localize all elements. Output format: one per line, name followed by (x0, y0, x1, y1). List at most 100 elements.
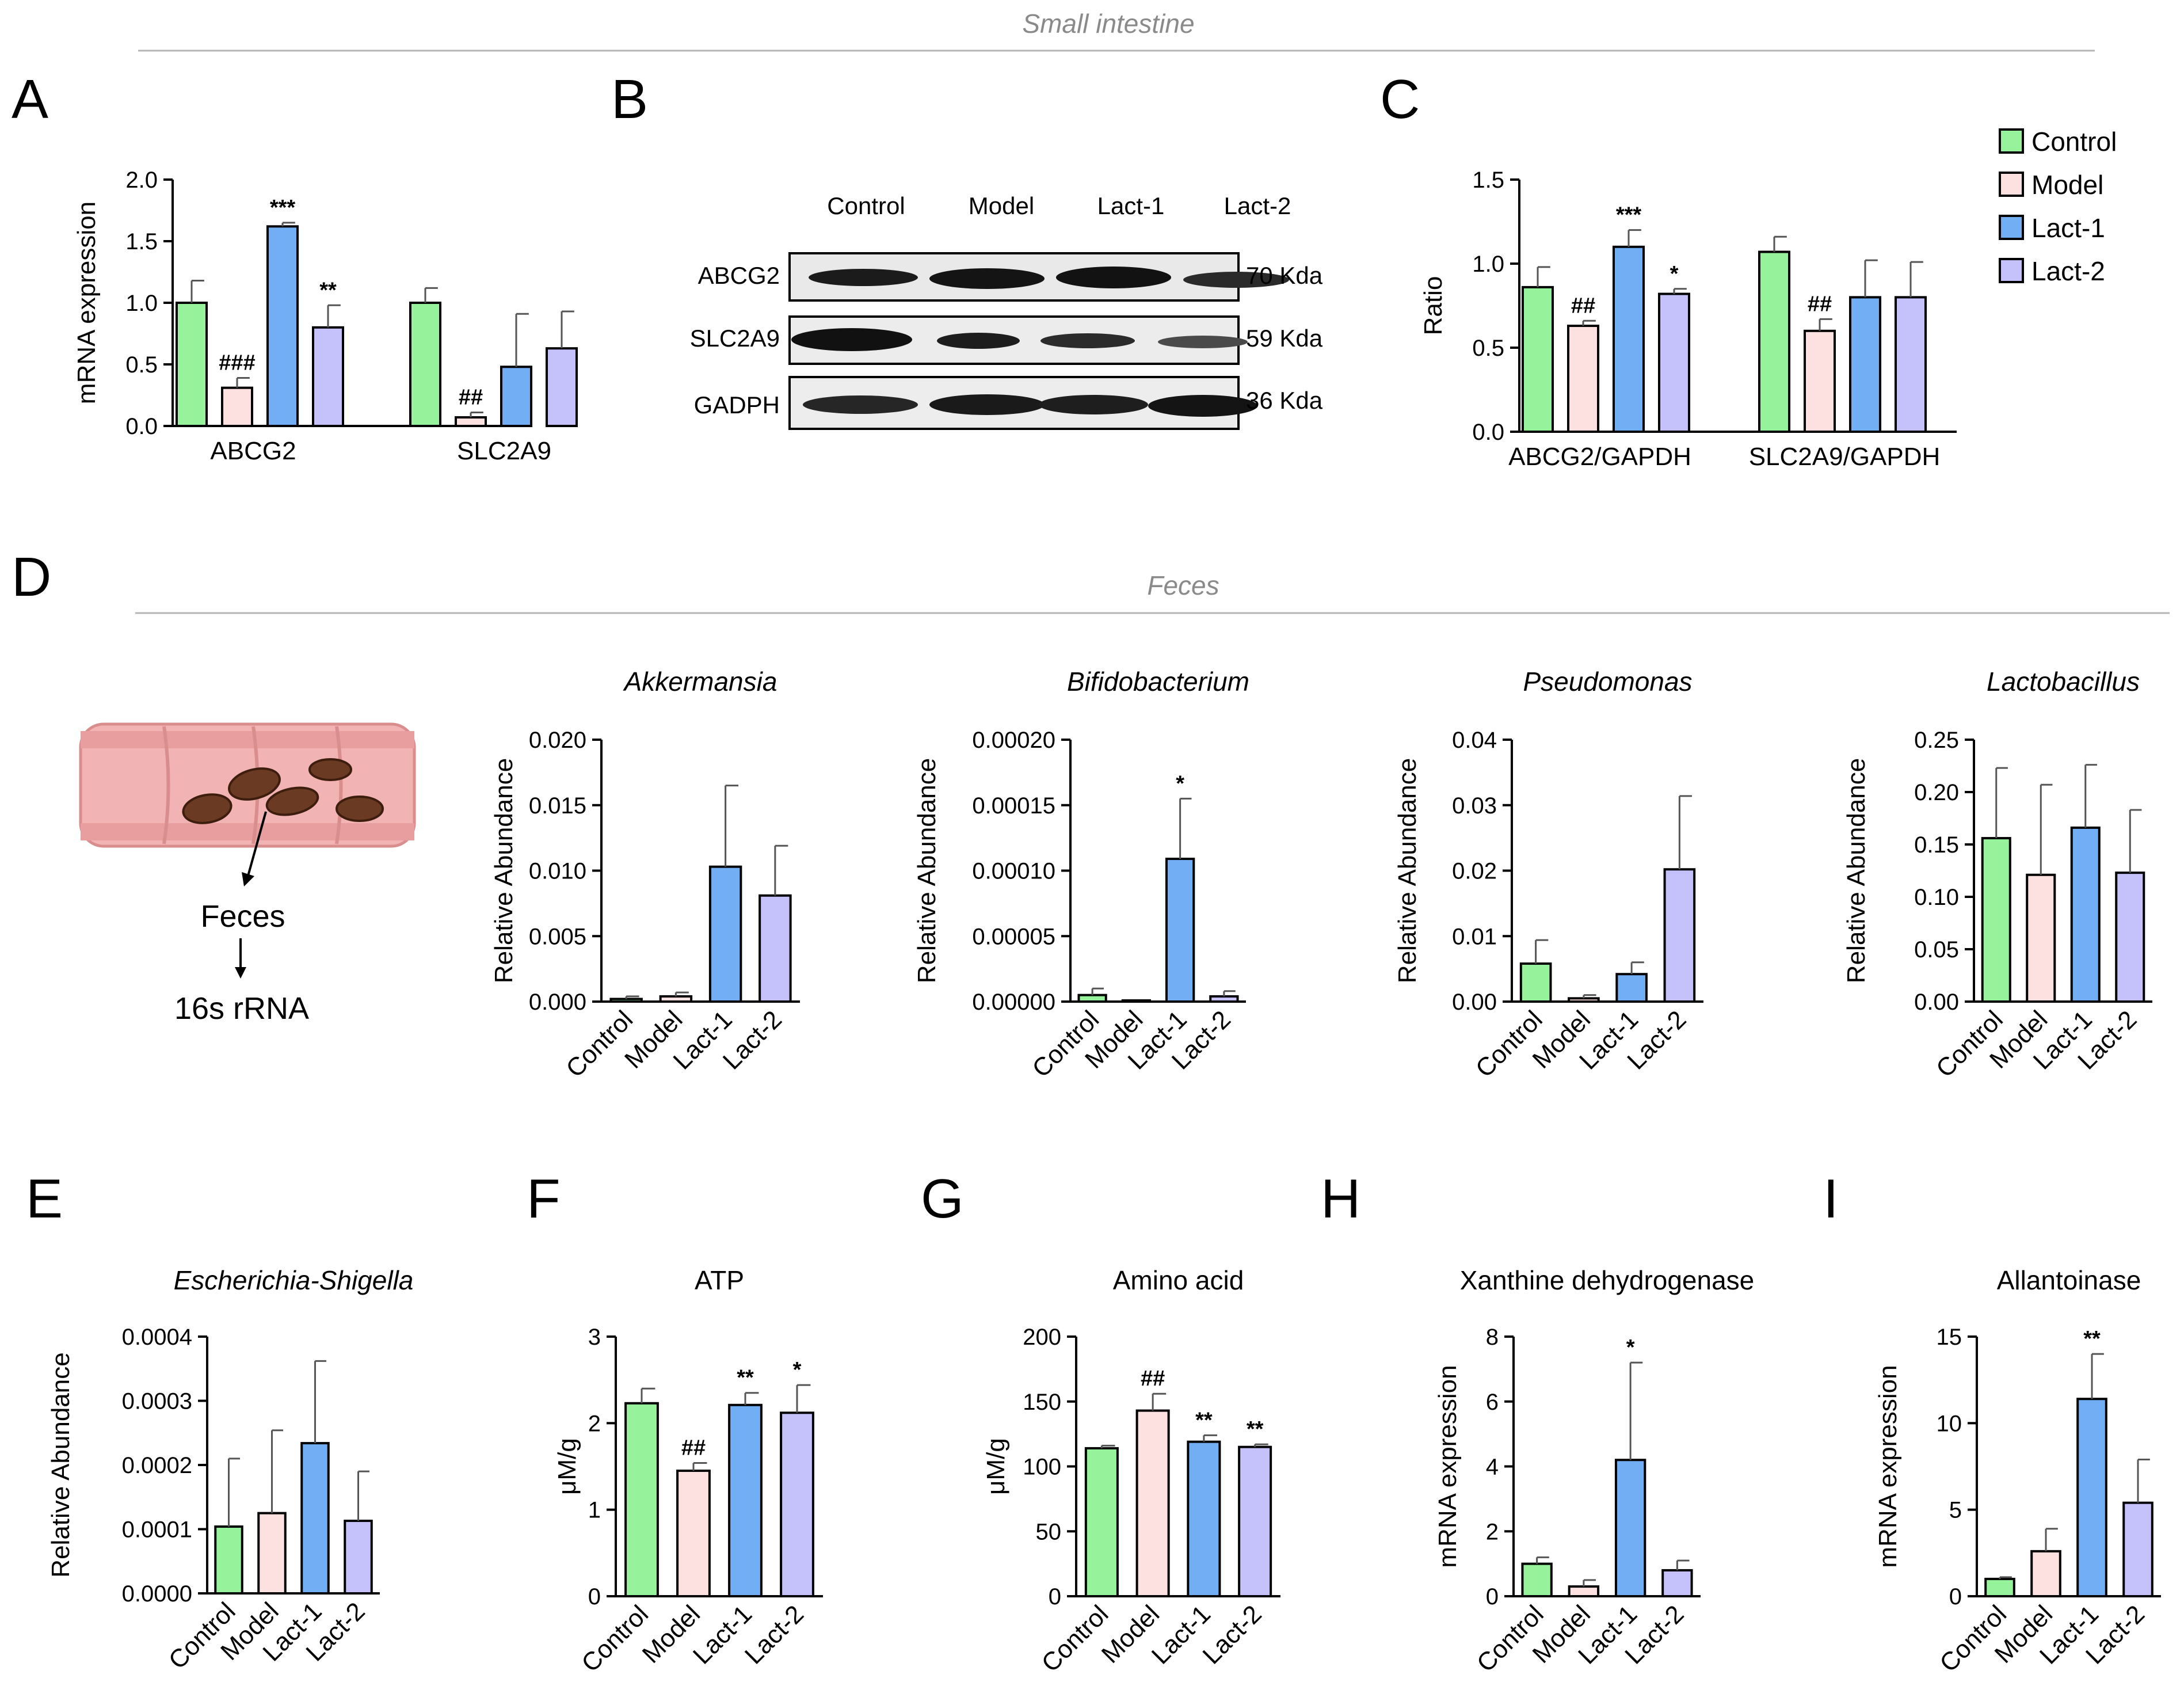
chart-d3-y-axis-label: Relative Abundance (1393, 758, 1421, 983)
chart-g-x-label-control: Control (1036, 1600, 1114, 1677)
schematic-step-16s-rrna: 16s rRNA (174, 991, 309, 1026)
chart-d4-bar-lact-1 (2070, 826, 2101, 1003)
chart-d3-y-tick-label: 0.02 (1452, 859, 1497, 884)
wb-lane-control: Control (827, 192, 905, 219)
chart-d2-y-axis-label: Relative Abundance (913, 758, 941, 983)
chart-a-y-tick-label: 0.0 (125, 414, 158, 439)
wb-band-slc2a9-control (791, 328, 912, 351)
wb-size-slc2a9: 59 Kda (1246, 325, 1323, 352)
wb-band-abcg2-lact-1 (1056, 267, 1171, 288)
wb-protein-slc2a9: SLC2A9 (690, 325, 780, 352)
legend: Control Model Lact-1 Lact-2 (1999, 127, 2117, 286)
feces-pellet-4 (265, 786, 319, 816)
chart-h-y-tick-label: 6 (1486, 1390, 1499, 1415)
wb-protein-abcg2: ABCG2 (698, 262, 780, 289)
chart-a-bar-slc2a9-model-significance: ## (459, 385, 483, 409)
wb-band-gadph-model (929, 394, 1045, 415)
wb-band-abcg2-lact-2 (1183, 272, 1289, 288)
chart-i-bar-lact-1-significance: ** (2083, 1327, 2101, 1351)
section-feces: Feces (1147, 570, 1219, 600)
chart-d3-y-tick-label: 0.04 (1452, 728, 1497, 753)
chart-h-y-tick-label: 2 (1486, 1519, 1499, 1544)
chart-d1-bar-lact-1 (708, 865, 742, 1003)
chart-f-bar-model (676, 1470, 711, 1597)
chart-h-bar-model (1568, 1585, 1600, 1597)
chart-f-y-axis-label: μM/g (553, 1438, 581, 1495)
chart-f-bar-lact-1-significance: ** (737, 1366, 754, 1390)
chart-c-y-tick-label: 1.5 (1472, 168, 1504, 193)
chart-a-y-tick-label: 1.0 (125, 291, 158, 316)
feces-pellet-5 (336, 796, 384, 822)
legend-swatch-control (1999, 128, 2024, 154)
chart-d1-x-label-control: Control (561, 1005, 638, 1083)
chart-d3-bar-control (1519, 962, 1552, 1003)
chart-a-y-tick-label: 2.0 (125, 168, 158, 193)
chart-f-y-tick-label: 2 (588, 1411, 601, 1436)
chart-f-title: ATP (695, 1265, 744, 1295)
chart-d1-y-tick-label: 0.000 (529, 990, 586, 1015)
chart-h-bar-lact-1-significance: * (1626, 1335, 1635, 1360)
wb-size-gadph: 36 Kda (1246, 387, 1323, 414)
chart-d2-y-tick-label: 0.00000 (972, 990, 1055, 1015)
chart-a-bar-slc2a9-control (409, 302, 441, 427)
chart-a-bar-abcg2-model-significance: ### (219, 351, 255, 375)
chart-c-bar-slc2a9-gapdh-model-significance: ## (1808, 292, 1832, 316)
chart-e-y-tick-label: 0.0002 (122, 1453, 192, 1478)
panel-letter-h: H (1321, 1168, 1360, 1230)
chart-c-bar-slc2a9-gapdh-lact-1 (1849, 296, 1881, 433)
chart-i-y-tick-label: 5 (1949, 1498, 1962, 1523)
chart-c-y-tick-label: 0.0 (1472, 420, 1504, 445)
chart-d4-title: Lactobacillus (1987, 667, 2140, 697)
chart-bifidobacterium: 0.00000 0.00005 0.00010 0.00015 0.00020 Relat… (913, 667, 1249, 1083)
chart-e-y-tick-label: 0.0004 (122, 1325, 192, 1350)
panel-letter-a: A (12, 69, 48, 130)
chart-d2-bar-control (1077, 994, 1107, 1003)
chart-akkermansia: 0.000 0.005 0.010 0.015 0.020 Relative Abunda… (490, 667, 800, 1083)
chart-a-bar-slc2a9-lact-1 (500, 366, 532, 428)
panel-letter-b: B (611, 69, 648, 130)
panel-letter-c: C (1380, 69, 1420, 130)
chart-h-y-axis-label: mRNA expression (1434, 1365, 1462, 1567)
panel-letter-e: E (26, 1168, 63, 1230)
wb-band-gadph-lact-1 (1039, 395, 1148, 414)
chart-c-bar-slc2a9-gapdh-model (1804, 329, 1836, 433)
chart-i-y-tick-label: 15 (1937, 1325, 1962, 1350)
feces-pellet-3 (182, 793, 232, 824)
chart-a-bar-abcg2-model (221, 386, 253, 427)
chart-g-x-label-lact-1: Lact-1 (1146, 1600, 1216, 1669)
chart-e-y-tick-label: 0.0003 (122, 1389, 192, 1414)
legend-swatch-model (1999, 172, 2024, 197)
chart-d4-y-tick-label: 0.05 (1914, 937, 1959, 962)
legend-swatch-lact-2 (1999, 258, 2024, 283)
intestine-bottom-fold (81, 823, 414, 840)
chart-c-x-category-slc2a9-gapdh: SLC2A9/GAPDH (1749, 443, 1941, 471)
chart-f-x-label-lact-1: Lact-1 (688, 1600, 757, 1669)
chart-g-bar-model-significance: ## (1141, 1367, 1165, 1391)
chart-i-title: Allantoinase (1997, 1265, 2141, 1295)
chart-d3-y-tick-label: 0.03 (1452, 793, 1497, 819)
chart-g-bar-lact-2-significance: ** (1247, 1417, 1264, 1441)
chart-g-y-tick-label: 50 (1036, 1519, 1062, 1544)
chart-f-x-label-lact-2: Lact-2 (740, 1600, 809, 1669)
chart-a-y-tick-label: 0.5 (125, 352, 158, 378)
chart-g-bar-model (1135, 1409, 1170, 1597)
chart-c-bar-abcg2-gapdh-lact-1-significance: *** (1616, 203, 1642, 227)
chart-i-y-tick-label: 10 (1937, 1411, 1962, 1436)
chart-pseudomonas: 0.00 0.01 0.02 0.03 0.04 Relative Abundance Ps… (1393, 667, 1703, 1083)
chart-c-bar-abcg2-gapdh-model (1567, 325, 1599, 433)
chart-e-y-tick-label: 0.0000 (122, 1581, 192, 1607)
chart-d4-y-tick-label: 0.25 (1914, 728, 1959, 753)
chart-d2-y-tick-label: 0.00020 (972, 728, 1055, 753)
section-small-intestine: Small intestine (1022, 9, 1194, 39)
chart-f-y-tick-label: 0 (588, 1584, 601, 1609)
chart-atp: 0 1 2 3 μM/g ATP Control ## Model ** Lact-1 * Lact-2 (553, 1265, 823, 1677)
chart-i-bar-lact-1 (2076, 1398, 2107, 1597)
chart-e-y-tick-label: 0.0001 (122, 1517, 192, 1543)
chart-xanthine-dehydrogenase: 0 2 4 6 8 mRNA expression Xanthine dehydrogena… (1434, 1265, 1754, 1677)
chart-c-x-category-abcg2-gapdh: ABCG2/GAPDH (1508, 443, 1691, 471)
chart-d1-title: Akkermansia (623, 667, 777, 697)
chart-d4-y-tick-label: 0.00 (1914, 990, 1959, 1015)
chart-f-bar-model-significance: ## (681, 1436, 706, 1460)
chart-d2-bar-model (1121, 999, 1152, 1003)
